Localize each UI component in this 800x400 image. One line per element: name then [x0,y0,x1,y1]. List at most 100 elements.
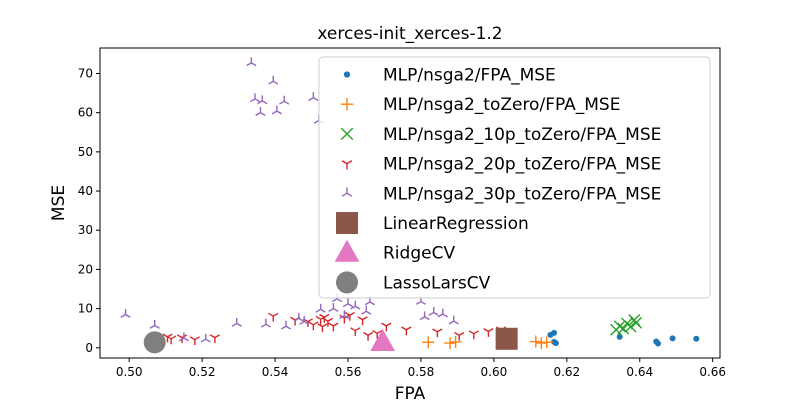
y-tick-label: 20 [78,262,93,276]
data-point [319,313,330,323]
data-point [246,57,257,67]
data-point [437,308,448,318]
legend-label: MLP/nsga2/FPA_MSE [383,66,556,86]
data-point [249,93,261,103]
legend-marker [334,239,360,262]
data-point [372,329,383,339]
data-points [120,57,700,354]
data-point [350,327,361,337]
data-point [529,335,542,348]
data-point [495,327,518,350]
data-point [449,335,462,348]
chart-title: xerces-init_xerces-1.2 [317,24,502,44]
series-6 [370,328,395,352]
y-tick-label: 10 [78,302,93,316]
data-point [552,340,559,347]
legend-label: RidgeCV [383,244,455,264]
data-point [120,308,131,318]
x-tick-label: 0.50 [116,365,143,379]
data-point [279,95,290,105]
data-point [357,316,368,326]
legend-label: MLP/nsga2_toZero/FPA_MSE [383,95,620,115]
data-point [535,337,548,350]
legend-marker [341,160,353,170]
x-tick-label: 0.56 [335,365,362,379]
data-point [257,95,268,105]
y-tick-label: 50 [78,145,93,159]
data-point [669,335,676,342]
data-point [143,331,166,354]
data-point [293,312,304,322]
data-point [260,318,272,328]
legend-marker [336,212,358,234]
data-point [271,105,282,115]
data-point [428,307,439,316]
data-point [655,340,661,347]
series-1 [422,335,553,350]
legend-marker [341,187,353,197]
data-point [448,315,459,325]
plot-frame [99,47,721,359]
x-tick-label: 0.62 [553,365,580,379]
data-point [315,303,326,313]
data-point [381,322,392,332]
data-point [432,328,443,338]
y-tick-label: 60 [78,106,93,120]
series-2 [610,313,643,336]
legend-label: MLP/nsga2_30p_toZero/FPA_MSE [383,184,661,204]
legend: MLP/nsga2/FPA_MSE MLP/nsga2_toZero/FPA_MS… [318,56,711,299]
x-axis-label: FPA [395,384,426,400]
data-point [444,337,457,350]
data-point [268,75,279,85]
legend-label: MLP/nsga2_10p_toZero/FPA_MSE [383,125,661,145]
data-point [693,335,700,342]
data-point [483,327,494,337]
data-point [322,317,334,327]
data-point [540,336,553,349]
data-point [299,316,310,325]
legend-label: MLP/nsga2_20p_toZero/FPA_MSE [383,155,661,175]
x-tick-label: 0.66 [699,365,726,379]
data-point [166,335,177,345]
data-point [361,305,372,315]
data-point [200,333,211,343]
data-point [189,336,200,346]
y-tick-label: 30 [78,223,93,237]
series-7 [143,331,166,354]
series-4 [120,57,459,343]
legend-label: LinearRegression [383,214,529,234]
data-point [339,314,350,324]
legend-box [318,56,711,299]
data-point [268,312,279,322]
data-point [328,303,339,312]
x-tick-label: 0.64 [626,365,653,379]
series-5 [495,327,518,350]
data-point [617,322,630,335]
y-axis: 0 10 20 30 40 50 60 70 [78,66,100,355]
data-point [422,336,435,349]
data-point [308,321,319,331]
data-point [370,328,395,352]
data-point [280,320,292,330]
x-tick-label: 0.54 [262,365,289,379]
data-point [551,329,558,336]
x-tick-label: 0.58 [408,365,435,379]
data-point [344,311,355,321]
data-point [401,326,412,336]
data-point [209,334,220,344]
data-point [630,316,643,329]
data-point [308,92,319,102]
data-point [362,331,374,341]
series-0 [547,329,700,347]
legend-label: LassoLarsCV [383,273,491,293]
data-point [613,320,626,333]
legend-marker [343,71,351,78]
data-point [419,311,430,321]
x-tick-label: 0.60 [481,365,508,379]
data-point [149,319,160,329]
y-tick-label: 0 [85,341,93,355]
y-tick-label: 70 [78,66,93,80]
data-point [255,107,266,117]
legend-marker [336,271,358,294]
